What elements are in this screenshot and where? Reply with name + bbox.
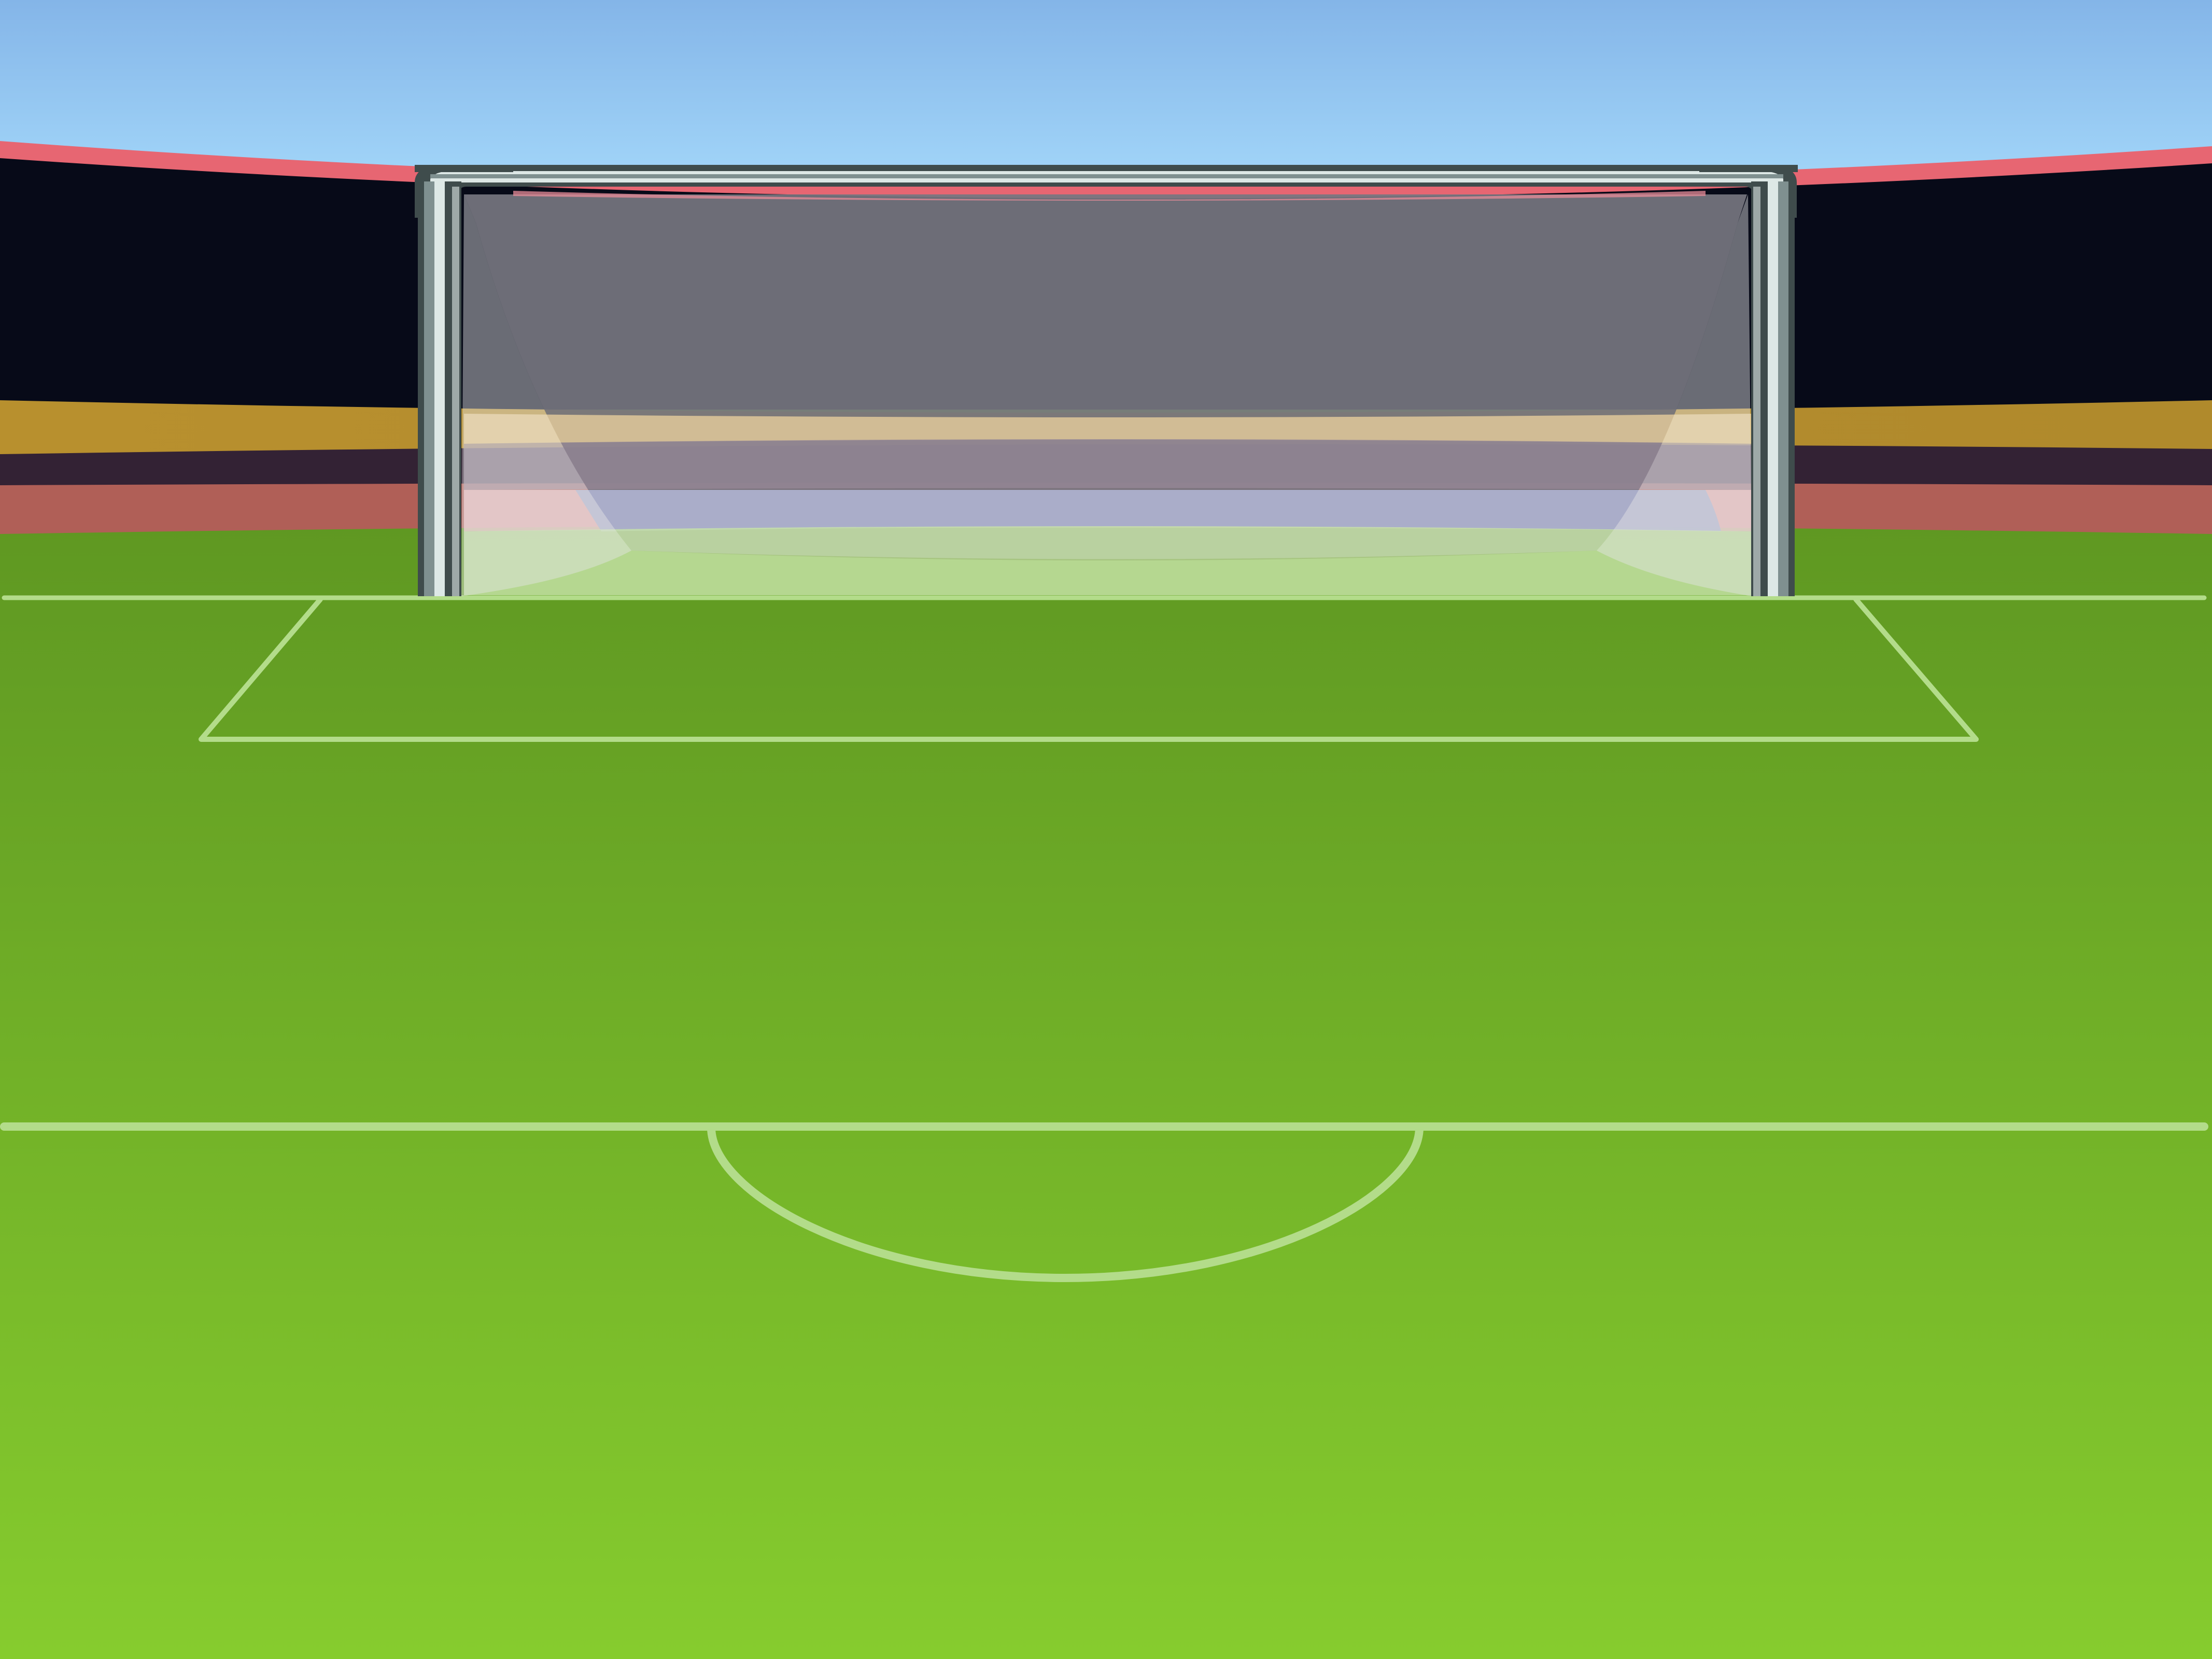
net-band-blue: [575, 490, 1721, 531]
penalty-arc: [707, 1123, 1424, 1282]
grass: [0, 525, 2212, 1659]
net-side-right: [1597, 194, 1752, 596]
goal-frame: [415, 165, 1798, 596]
net-side-left: [461, 194, 631, 596]
goal-area-box: [199, 597, 1979, 742]
left-post-inner: [452, 187, 459, 596]
goal-net: [461, 191, 1752, 596]
field-lines: [0, 595, 2208, 1282]
net-band-gold: [464, 414, 1752, 444]
net-bottom-grass: [464, 526, 1752, 595]
right-corner-cap: [1699, 165, 1798, 172]
right-post-inner: [1753, 187, 1760, 596]
crossbar-mid: [430, 174, 1783, 178]
left-corner-cap: [415, 165, 513, 172]
net-band-purple: [464, 439, 1752, 490]
right-post-highlight: [1768, 181, 1778, 596]
left-post-highlight: [434, 181, 445, 596]
net-top-glow: [513, 191, 1706, 201]
net-floor: [631, 551, 1597, 560]
